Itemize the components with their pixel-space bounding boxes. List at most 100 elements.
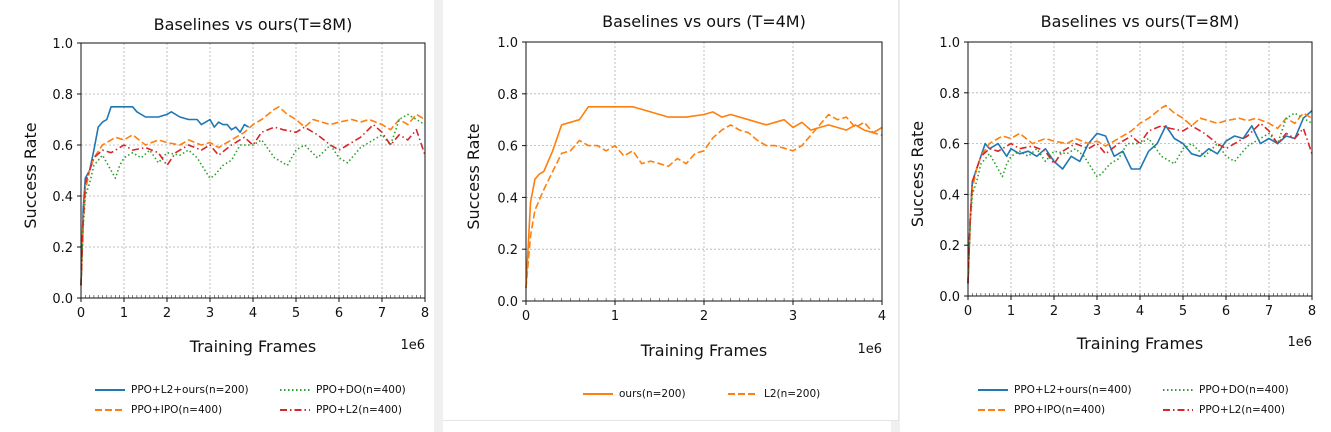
chart-title: Baselines vs ours(T=8M) — [1041, 12, 1240, 31]
y-axis-label: Success Rate — [21, 122, 40, 228]
legend-item: PPO+L2+ours(n=400) — [978, 384, 1132, 396]
x-tick-label: 0 — [77, 306, 85, 321]
x-axis-exponent: 1e6 — [400, 338, 425, 353]
x-tick-label: 3 — [206, 306, 214, 321]
legend-item: PPO+L2+ours(n=200) — [95, 384, 249, 396]
x-tick-label: 4 — [1136, 304, 1144, 319]
chart-left-svg: 0 1 2 3 4 5 6 7 8 0.0 0.2 0.4 0.6 0.8 1.0 Baselines vs … — [21, 15, 429, 356]
series-line-0 — [967, 110, 1313, 284]
legend-swatch — [978, 389, 1008, 391]
legend-item: PPO+IPO(n=400) — [95, 404, 222, 416]
chart-panel-middle: 0 1 2 3 4 0.0 0.2 0.4 0.6 0.8 1.0 Baselines vs ours… — [443, 0, 899, 421]
legend-item: PPO+IPO(n=400) — [978, 404, 1105, 416]
x-tick-label: 6 — [335, 306, 343, 321]
series-line-3 — [967, 122, 1313, 284]
chart-right-svg: 0 1 2 3 4 5 6 7 8 0.0 0.2 0.4 0.6 0.8 1.0 Baselines vs … — [908, 12, 1316, 353]
legend-item: PPO+L2(n=400) — [280, 404, 402, 416]
series-line-1 — [525, 113, 883, 289]
legend-label: PPO+IPO(n=400) — [131, 404, 223, 416]
y-tick-label: 0.8 — [52, 88, 73, 103]
x-tick-label: 1 — [1007, 304, 1015, 319]
series-line-0 — [525, 106, 883, 289]
x-tick-label: 3 — [789, 309, 797, 324]
legend-label: PPO+IPO(n=400) — [1014, 404, 1106, 416]
x-tick-label: 2 — [163, 306, 171, 321]
chart-title: Baselines vs ours (T=4M) — [602, 12, 806, 31]
y-tick-label: 0.2 — [497, 243, 518, 258]
legend-swatch — [1163, 409, 1193, 411]
legend-swatch — [95, 409, 125, 411]
legend-swatch — [95, 389, 125, 391]
legend-item: PPO+DO(n=400) — [1163, 384, 1289, 396]
y-axis-label: Success Rate — [908, 121, 927, 227]
series-line-1 — [80, 106, 426, 286]
x-tick-label: 1 — [611, 309, 619, 324]
x-tick-label: 2 — [700, 309, 708, 324]
x-tick-label: 7 — [1265, 304, 1273, 319]
series-line-2 — [967, 112, 1313, 284]
legend-swatch — [978, 409, 1008, 411]
legend-label: PPO+L2+ours(n=400) — [1014, 384, 1132, 396]
x-axis-exponent: 1e6 — [857, 342, 882, 357]
x-tick-label: 6 — [1222, 304, 1230, 319]
y-tick-label: 1.0 — [52, 37, 73, 52]
x-tick-label: 7 — [378, 306, 386, 321]
y-tick-label: 0.0 — [52, 292, 73, 307]
legend-swatch — [583, 393, 613, 395]
series-line-3 — [80, 123, 426, 286]
y-tick-label: 0.0 — [939, 290, 960, 305]
y-tick-label: 0.4 — [497, 191, 518, 206]
x-axis-label: Training Frames — [1076, 334, 1203, 353]
x-tick-label: 5 — [292, 306, 300, 321]
chart-panel-right: 0 1 2 3 4 5 6 7 8 0.0 0.2 0.4 0.6 0.8 1.0 Baselines vs … — [900, 0, 1331, 432]
y-tick-label: 1.0 — [497, 36, 518, 51]
legend-swatch — [280, 409, 310, 411]
legend-label: PPO+L2(n=400) — [316, 404, 402, 416]
legend-item: ours(n=200) — [583, 388, 686, 400]
x-tick-label: 8 — [421, 306, 429, 321]
y-tick-label: 1.0 — [939, 36, 960, 51]
y-tick-label: 0.4 — [52, 190, 73, 205]
legend-item: PPO+L2(n=400) — [1163, 404, 1285, 416]
x-tick-label: 1 — [120, 306, 128, 321]
legend-label: PPO+DO(n=400) — [316, 384, 406, 396]
y-tick-label: 0.0 — [497, 295, 518, 310]
x-axis-label: Training Frames — [189, 337, 316, 356]
chart-middle-svg: 0 1 2 3 4 0.0 0.2 0.4 0.6 0.8 1.0 Baselines vs ours… — [464, 12, 886, 360]
y-tick-label: 0.2 — [939, 239, 960, 254]
legend-label: L2(n=200) — [764, 388, 821, 400]
x-tick-label: 4 — [878, 309, 886, 324]
legend-swatch — [1163, 389, 1193, 391]
legend-item: PPO+DO(n=400) — [280, 384, 406, 396]
legend-label: PPO+L2+ours(n=200) — [131, 384, 249, 396]
panel-separator — [434, 0, 443, 432]
x-tick-label: 3 — [1093, 304, 1101, 319]
x-tick-label: 0 — [522, 309, 530, 324]
chart-title: Baselines vs ours(T=8M) — [154, 15, 353, 34]
x-axis-exponent: 1e6 — [1287, 335, 1312, 350]
y-tick-label: 0.6 — [497, 140, 518, 155]
legend-item: L2(n=200) — [728, 388, 820, 400]
y-tick-label: 0.6 — [939, 138, 960, 153]
series-line-2 — [80, 113, 426, 286]
x-tick-label: 0 — [964, 304, 972, 319]
chart-panel-left: 0 1 2 3 4 5 6 7 8 0.0 0.2 0.4 0.6 0.8 1.0 Baselines vs … — [0, 0, 434, 432]
x-tick-label: 8 — [1308, 304, 1316, 319]
y-axis-label: Success Rate — [464, 123, 483, 229]
series-line-1 — [967, 104, 1313, 284]
x-tick-label: 4 — [249, 306, 257, 321]
y-tick-label: 0.2 — [52, 241, 73, 256]
x-axis-label: Training Frames — [640, 341, 767, 360]
y-tick-label: 0.8 — [939, 87, 960, 102]
y-tick-label: 0.6 — [52, 139, 73, 154]
series-line-0 — [80, 106, 250, 286]
x-tick-label: 2 — [1050, 304, 1058, 319]
legend-swatch — [728, 393, 758, 395]
legend-label: PPO+L2(n=400) — [1199, 404, 1285, 416]
legend-swatch — [280, 389, 310, 391]
y-tick-label: 0.8 — [497, 88, 518, 103]
legend-label: PPO+DO(n=400) — [1199, 384, 1289, 396]
y-tick-label: 0.4 — [939, 188, 960, 203]
legend-label: ours(n=200) — [619, 388, 686, 400]
x-tick-label: 5 — [1179, 304, 1187, 319]
